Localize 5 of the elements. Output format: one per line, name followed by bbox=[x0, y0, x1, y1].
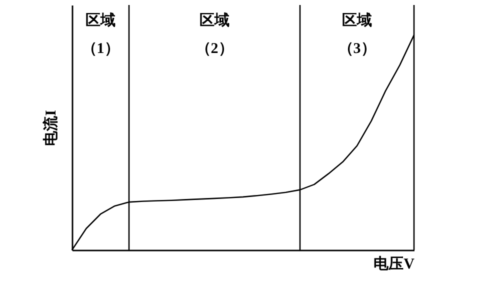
annotation: 区域（1） bbox=[82, 12, 120, 57]
annotation: 区域（3） bbox=[338, 12, 376, 57]
x-axis-title: 电压V bbox=[374, 256, 415, 272]
annotation: 区域（2） bbox=[196, 12, 234, 57]
y-axis-title: 电流I bbox=[42, 110, 60, 146]
